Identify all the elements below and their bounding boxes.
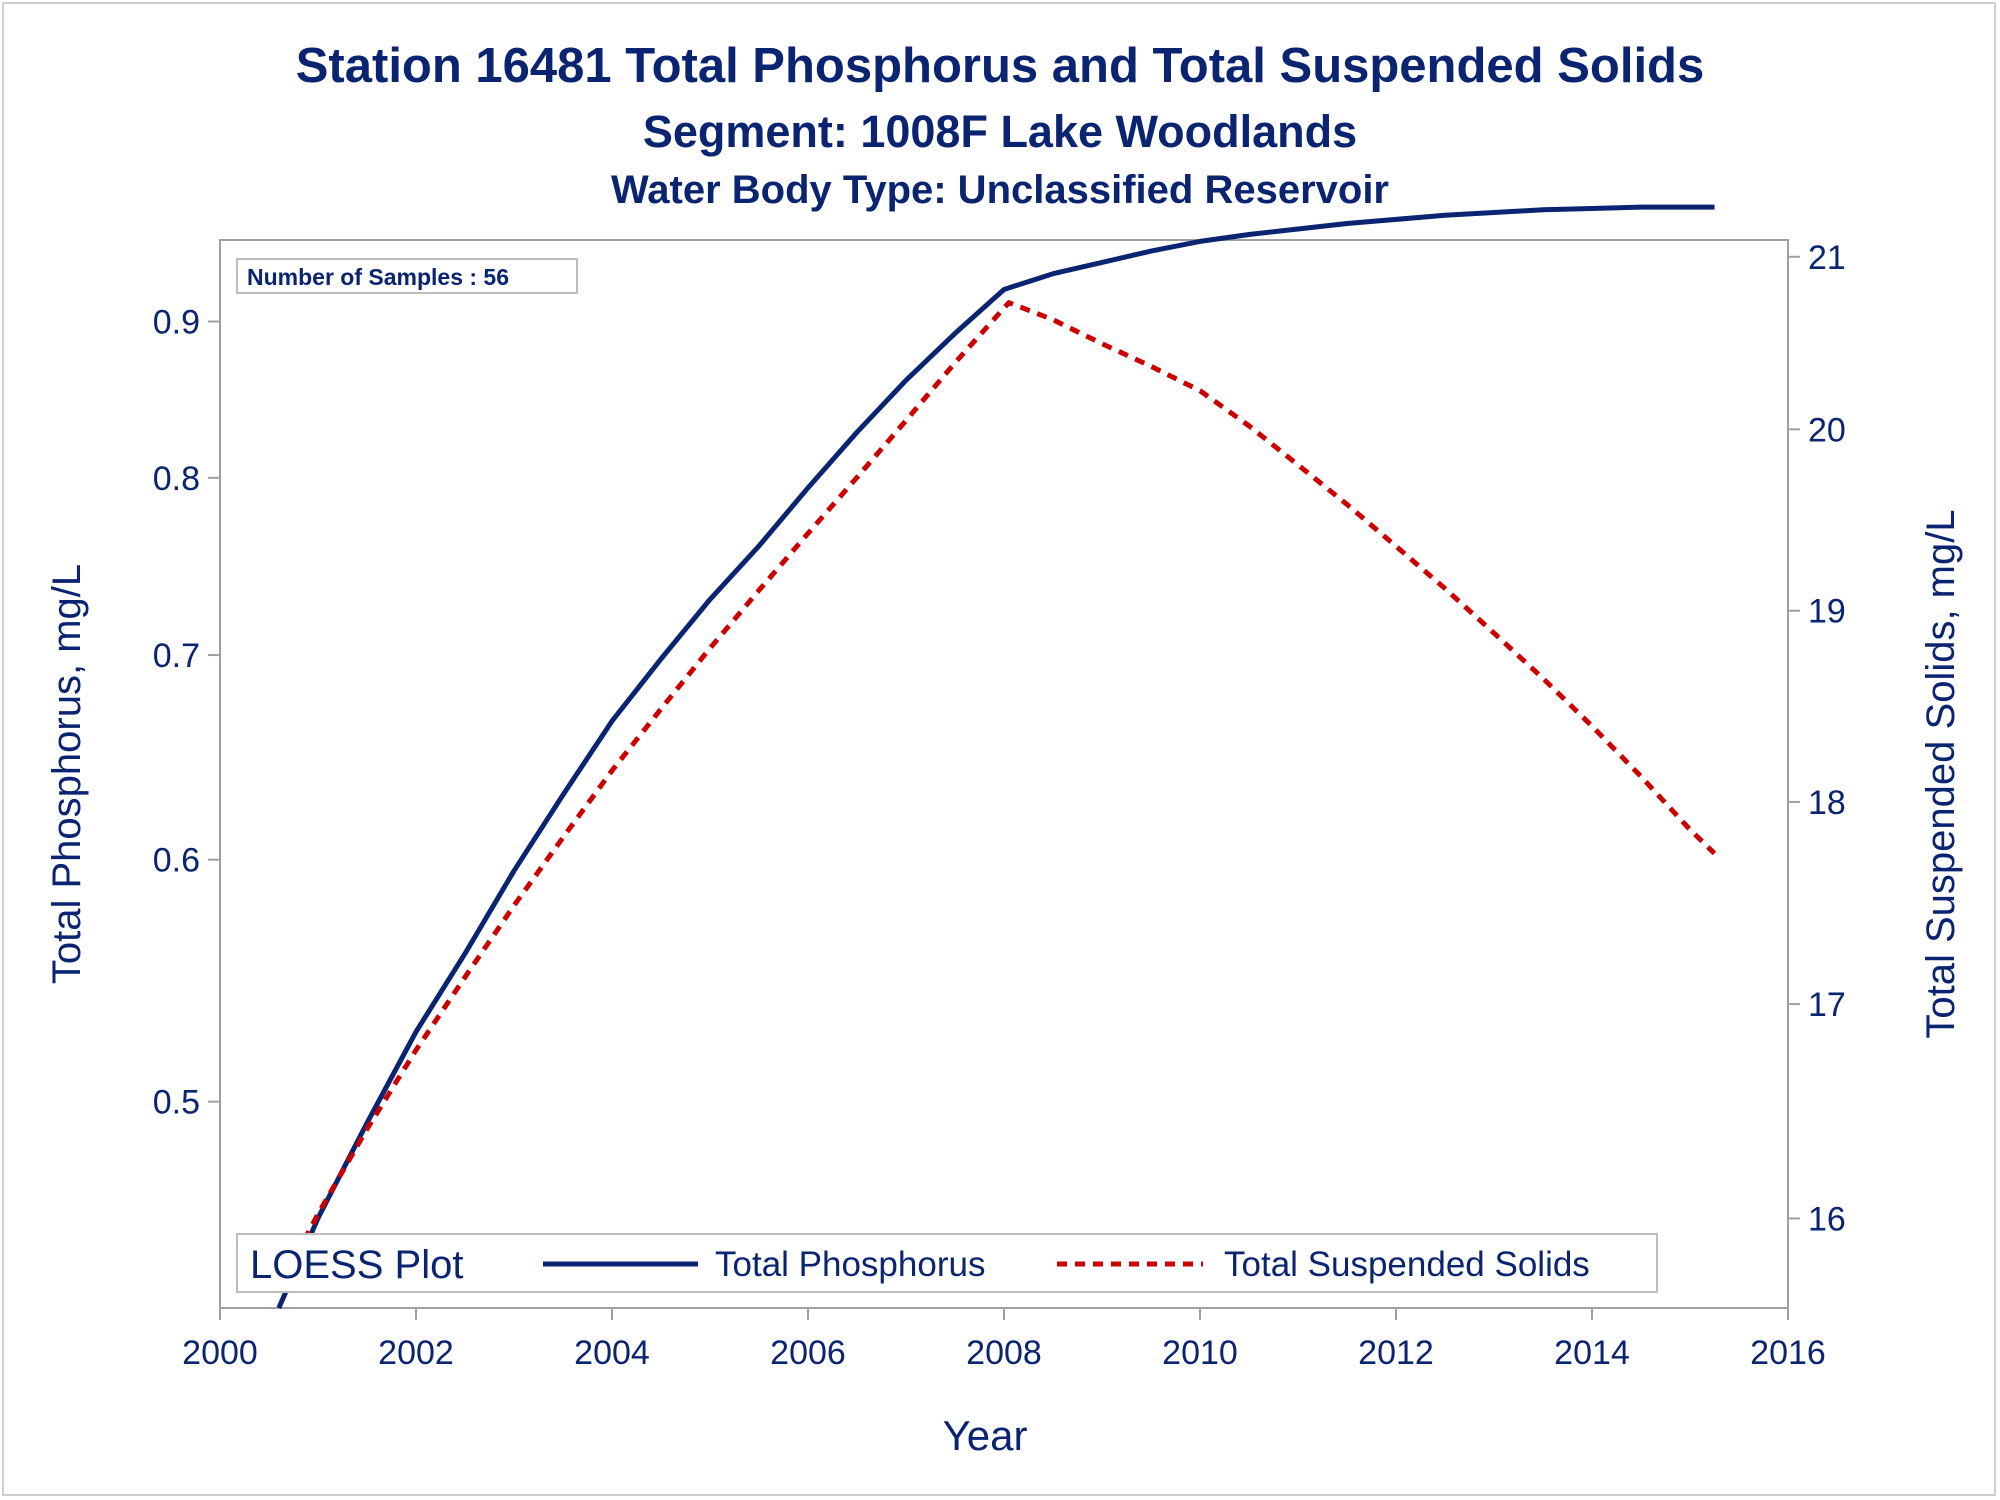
chart-subtitle: Segment: 1008F Lake Woodlands xyxy=(642,106,1358,157)
chart-title: Station 16481 Total Phosphorus and Total… xyxy=(295,39,1705,93)
y-right-tick-label: 16 xyxy=(1808,1200,1846,1238)
series-line-total-suspended-solids xyxy=(276,300,1717,1289)
series-line-total-phosphorus xyxy=(276,204,1715,1309)
legend-label-suspended-solids: Total Suspended Solids xyxy=(1224,1245,1590,1284)
legend: LOESS Plot Total Phosphorus Total Suspen… xyxy=(236,1233,1658,1293)
y-left-tick-label: 0.8 xyxy=(153,460,200,498)
y-left-tick-label: 0.9 xyxy=(153,304,200,342)
legend-label-phosphorus: Total Phosphorus xyxy=(715,1245,985,1284)
x-tick-label: 2012 xyxy=(1358,1334,1434,1372)
x-tick-label: 2002 xyxy=(378,1334,454,1372)
y-axis-left: 0.5 0.6 0.7 0.8 0.9 xyxy=(153,304,220,1122)
y-axis-right: 16 17 18 19 20 21 xyxy=(1788,239,1846,1238)
x-tick-label: 2006 xyxy=(770,1334,846,1372)
chart-subtitle-2: Water Body Type: Unclassified Reservoir xyxy=(610,168,1389,212)
y-left-tick-label: 0.6 xyxy=(153,842,200,880)
x-axis-label: Year xyxy=(943,1412,1028,1459)
y-axis-right-label: Total Suspended Solids, mg/L xyxy=(1919,509,1963,1038)
x-tick-label: 2008 xyxy=(966,1334,1042,1372)
x-tick-label: 2000 xyxy=(182,1334,258,1372)
x-tick-label: 2004 xyxy=(574,1334,650,1372)
sample-count-box xyxy=(236,258,578,294)
x-tick-label: 2016 xyxy=(1750,1334,1826,1372)
legend-box xyxy=(236,1233,1658,1293)
plot-area xyxy=(219,239,1789,1309)
y-left-tick-label: 0.5 xyxy=(153,1084,200,1122)
sample-count-label: Number of Samples : 56 xyxy=(247,264,509,290)
x-axis: 2000 2002 2004 2006 2008 2010 2012 2014 2016 xyxy=(182,1308,1826,1372)
y-right-tick-label: 21 xyxy=(1808,239,1846,277)
legend-title: LOESS Plot xyxy=(250,1243,463,1287)
y-axis-left-label: Total Phosphorus, mg/L xyxy=(45,564,89,984)
y-right-tick-label: 18 xyxy=(1808,784,1846,822)
y-right-tick-label: 19 xyxy=(1808,593,1846,631)
x-tick-label: 2010 xyxy=(1162,1334,1238,1372)
x-tick-label: 2014 xyxy=(1554,1334,1630,1372)
series-group xyxy=(276,204,1717,1309)
y-right-tick-label: 20 xyxy=(1808,411,1846,449)
y-right-tick-label: 17 xyxy=(1808,986,1846,1024)
y-left-tick-label: 0.7 xyxy=(153,637,200,675)
